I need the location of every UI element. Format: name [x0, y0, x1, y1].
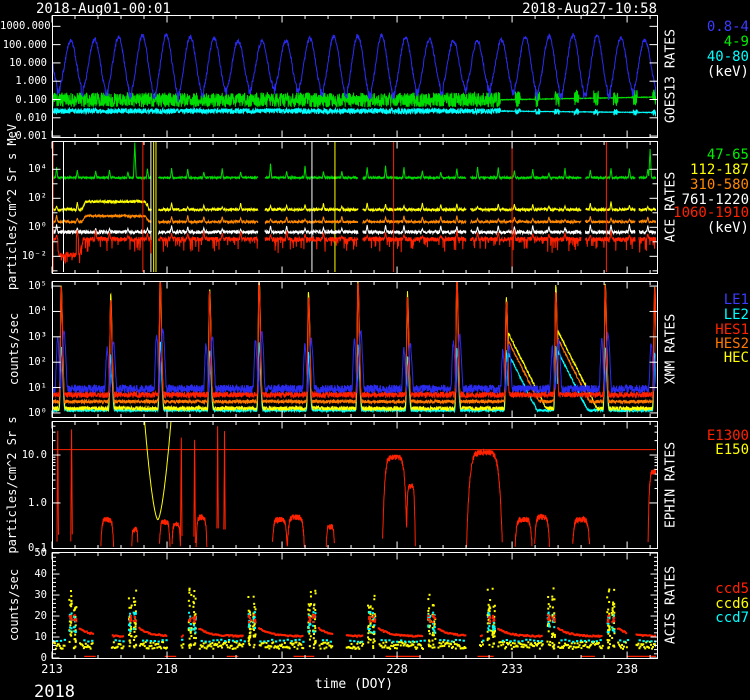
y-tick-label: 50: [34, 547, 47, 560]
legend-label: (keV): [706, 64, 749, 80]
y-tick-label: 0.1: [28, 542, 47, 554]
title-start-date: 2018-Aug01-00:01: [36, 1, 171, 17]
y-tick-label: 10⁰: [28, 406, 47, 419]
y-tick-label: 10⁰: [28, 221, 47, 234]
legend-label: 112-187: [689, 162, 749, 178]
panel-series-1: [53, 142, 656, 272]
y-tick-label: 0.010: [15, 111, 47, 124]
y-tick-label: 10⁴: [28, 163, 47, 176]
x-axis-title: time (DOY): [314, 677, 394, 692]
y-tick-label: 40: [34, 568, 47, 581]
y-tick-label: 0.001: [15, 130, 47, 143]
x-tick-label: 213: [41, 662, 63, 676]
y-tick-label: 10.0: [21, 449, 47, 462]
y-tick-label: 10: [34, 631, 47, 643]
x-tick-label: 228: [386, 662, 408, 676]
y-tick-label: 10¹: [28, 381, 47, 394]
legend-label: E1300: [706, 428, 749, 444]
y-tick-label: 1.000: [15, 75, 47, 88]
legend-label: 47-65: [706, 147, 749, 163]
y-tick-label: 10³: [28, 330, 47, 343]
legend-label: HEC: [723, 350, 749, 366]
y-axis-title-2: counts/sec: [7, 312, 21, 386]
year-label: 2018: [34, 682, 75, 700]
panel-series-4: [53, 587, 656, 657]
legend-label: LE2: [723, 307, 749, 323]
panel-series-0: [53, 32, 656, 118]
y-tick-label: 10²: [28, 192, 47, 205]
legend-label: HES1: [715, 322, 749, 338]
y-axis-title-4: counts/sec: [7, 568, 21, 642]
legend-label: ccd6: [715, 596, 749, 612]
legend-label: 0.8-4: [706, 19, 749, 35]
x-tick-label: 238: [616, 662, 638, 676]
y-tick-label: 30: [34, 589, 47, 602]
y-tick-label: 100.000: [2, 38, 47, 51]
y-tick-label: 10⁻²: [21, 250, 47, 263]
title-end-date: 2018-Aug27-10:58: [522, 1, 657, 17]
y-tick-label: 0.100: [15, 93, 47, 106]
legend-label: 4-9: [723, 34, 749, 50]
legend-label: 1060-1910: [673, 205, 749, 221]
y-axis-title-1: particles/cm^2 Sr s MeV: [5, 123, 19, 291]
panel-series-2: [53, 282, 656, 414]
legend-label: 40-80: [706, 49, 749, 65]
legend-label: ccd5: [715, 581, 749, 597]
y-tick-label: 1.0: [28, 496, 47, 509]
y-tick-label: 0: [40, 652, 47, 664]
legend-label: LE1: [723, 292, 749, 308]
y-tick-label: 10⁴: [28, 305, 47, 318]
legend-label: 310-580: [689, 177, 749, 193]
legend-label: E150: [715, 442, 749, 458]
x-tick-label: 223: [271, 662, 293, 676]
y-tick-label: 10.000: [9, 56, 47, 69]
y-tick-label: 10²: [28, 356, 47, 369]
legend-label: ccd7: [715, 610, 749, 626]
x-tick-label: 233: [501, 662, 523, 676]
legend-label: 761-1220: [681, 192, 749, 208]
legend-label: HES2: [715, 336, 749, 352]
y-tick-label: 20: [34, 610, 47, 623]
y-tick-label: 10⁵: [28, 280, 47, 293]
y-tick-label: 1000.000: [0, 20, 51, 33]
legend-label: (keV): [706, 220, 749, 236]
y-axis-title-3: particles/cm^2 Sr s: [5, 415, 19, 554]
x-tick-label: 218: [156, 662, 178, 676]
panel-series-3: [53, 422, 656, 547]
